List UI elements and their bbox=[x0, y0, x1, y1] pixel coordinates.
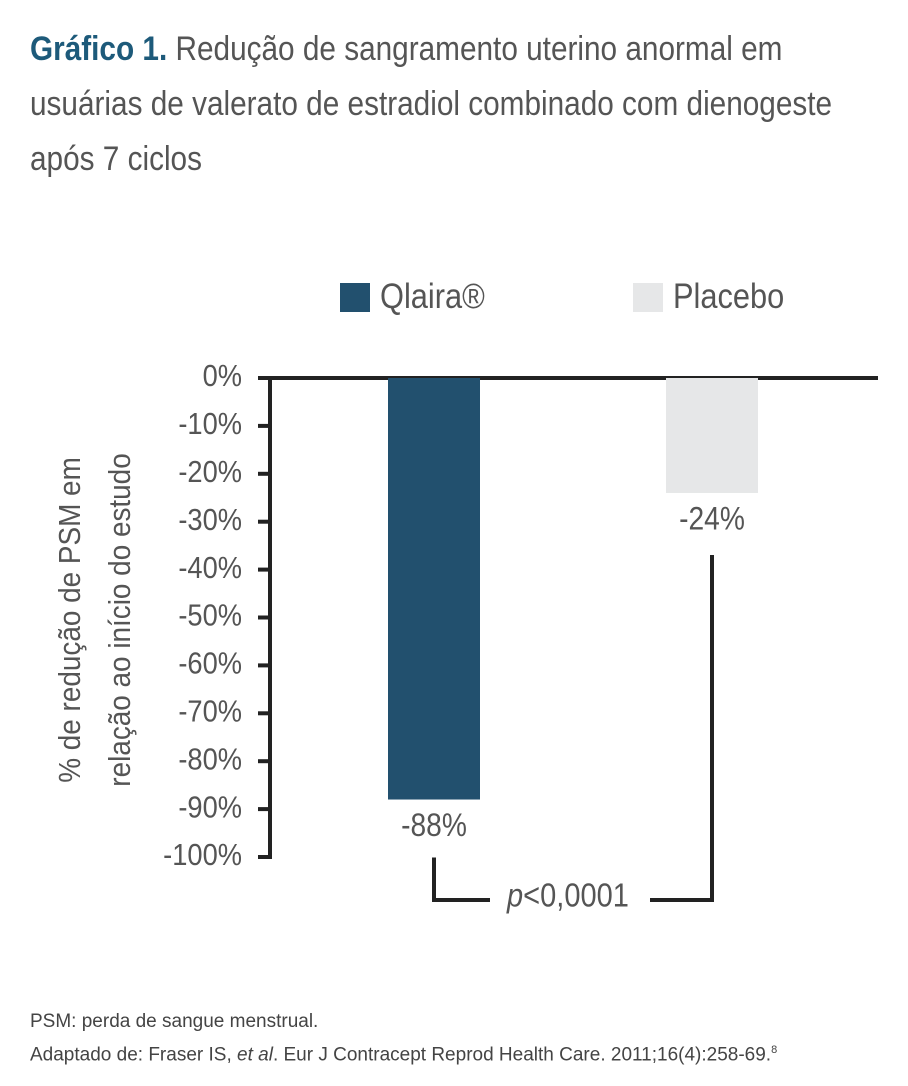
value-label: -24% bbox=[679, 502, 745, 537]
y-tick-label: -40% bbox=[178, 551, 242, 585]
y-tick-label: -50% bbox=[178, 599, 242, 633]
y-tick-label: -90% bbox=[178, 791, 242, 825]
y-tick-label: -20% bbox=[178, 455, 242, 489]
note-part: Adaptado de: Fraser IS, bbox=[30, 1044, 238, 1066]
value-label: -88% bbox=[401, 808, 467, 843]
y-tick-label: -70% bbox=[178, 695, 242, 729]
annotation: p<0,0001 bbox=[506, 877, 629, 914]
legend-label: Placebo bbox=[673, 276, 784, 315]
note: Adaptado de: Fraser IS, et al. Eur J Con… bbox=[30, 1036, 777, 1069]
title-text: Redução de sangramento uterino anormal e… bbox=[30, 30, 833, 178]
legend-swatch bbox=[633, 283, 663, 312]
title-label: Gráfico 1. bbox=[30, 30, 168, 68]
bracket bbox=[432, 857, 490, 902]
y-tick-label: -10% bbox=[178, 408, 242, 442]
note-sup: 8 bbox=[771, 1044, 778, 1056]
y-tick-label: -30% bbox=[178, 503, 242, 537]
y-tick-label: -80% bbox=[178, 743, 242, 777]
legend-label: Qlaira® bbox=[380, 276, 485, 315]
note: PSM: perda de sangue menstrual. bbox=[30, 1011, 319, 1032]
bracket bbox=[650, 554, 714, 902]
y-tick-label: 0% bbox=[203, 360, 242, 394]
annotation-italic: p bbox=[506, 877, 523, 914]
note-part: . Eur J Contracept Reprod Health Care. 2… bbox=[272, 1044, 772, 1066]
legend-swatch bbox=[340, 283, 370, 312]
y-axis-label: relação ao início do estudo bbox=[103, 453, 138, 786]
chart: 0% -10% -20% -30% -40% -50% -60% -70% -80% -90% -1… bbox=[53, 276, 878, 914]
note-part: et al bbox=[237, 1044, 273, 1066]
chart-title: Gráfico 1. Redução de sangramento uterin… bbox=[30, 22, 861, 187]
y-tick-label: -100% bbox=[163, 839, 242, 873]
annotation-text: <0,0001 bbox=[523, 877, 629, 914]
notes: PSM: perda de sangue menstrual. Adaptado… bbox=[30, 1008, 777, 1069]
bar bbox=[388, 378, 480, 800]
bar bbox=[666, 378, 758, 493]
y-tick-label: -60% bbox=[178, 647, 242, 681]
y-axis-label: % de redução de PSM em bbox=[53, 457, 88, 783]
